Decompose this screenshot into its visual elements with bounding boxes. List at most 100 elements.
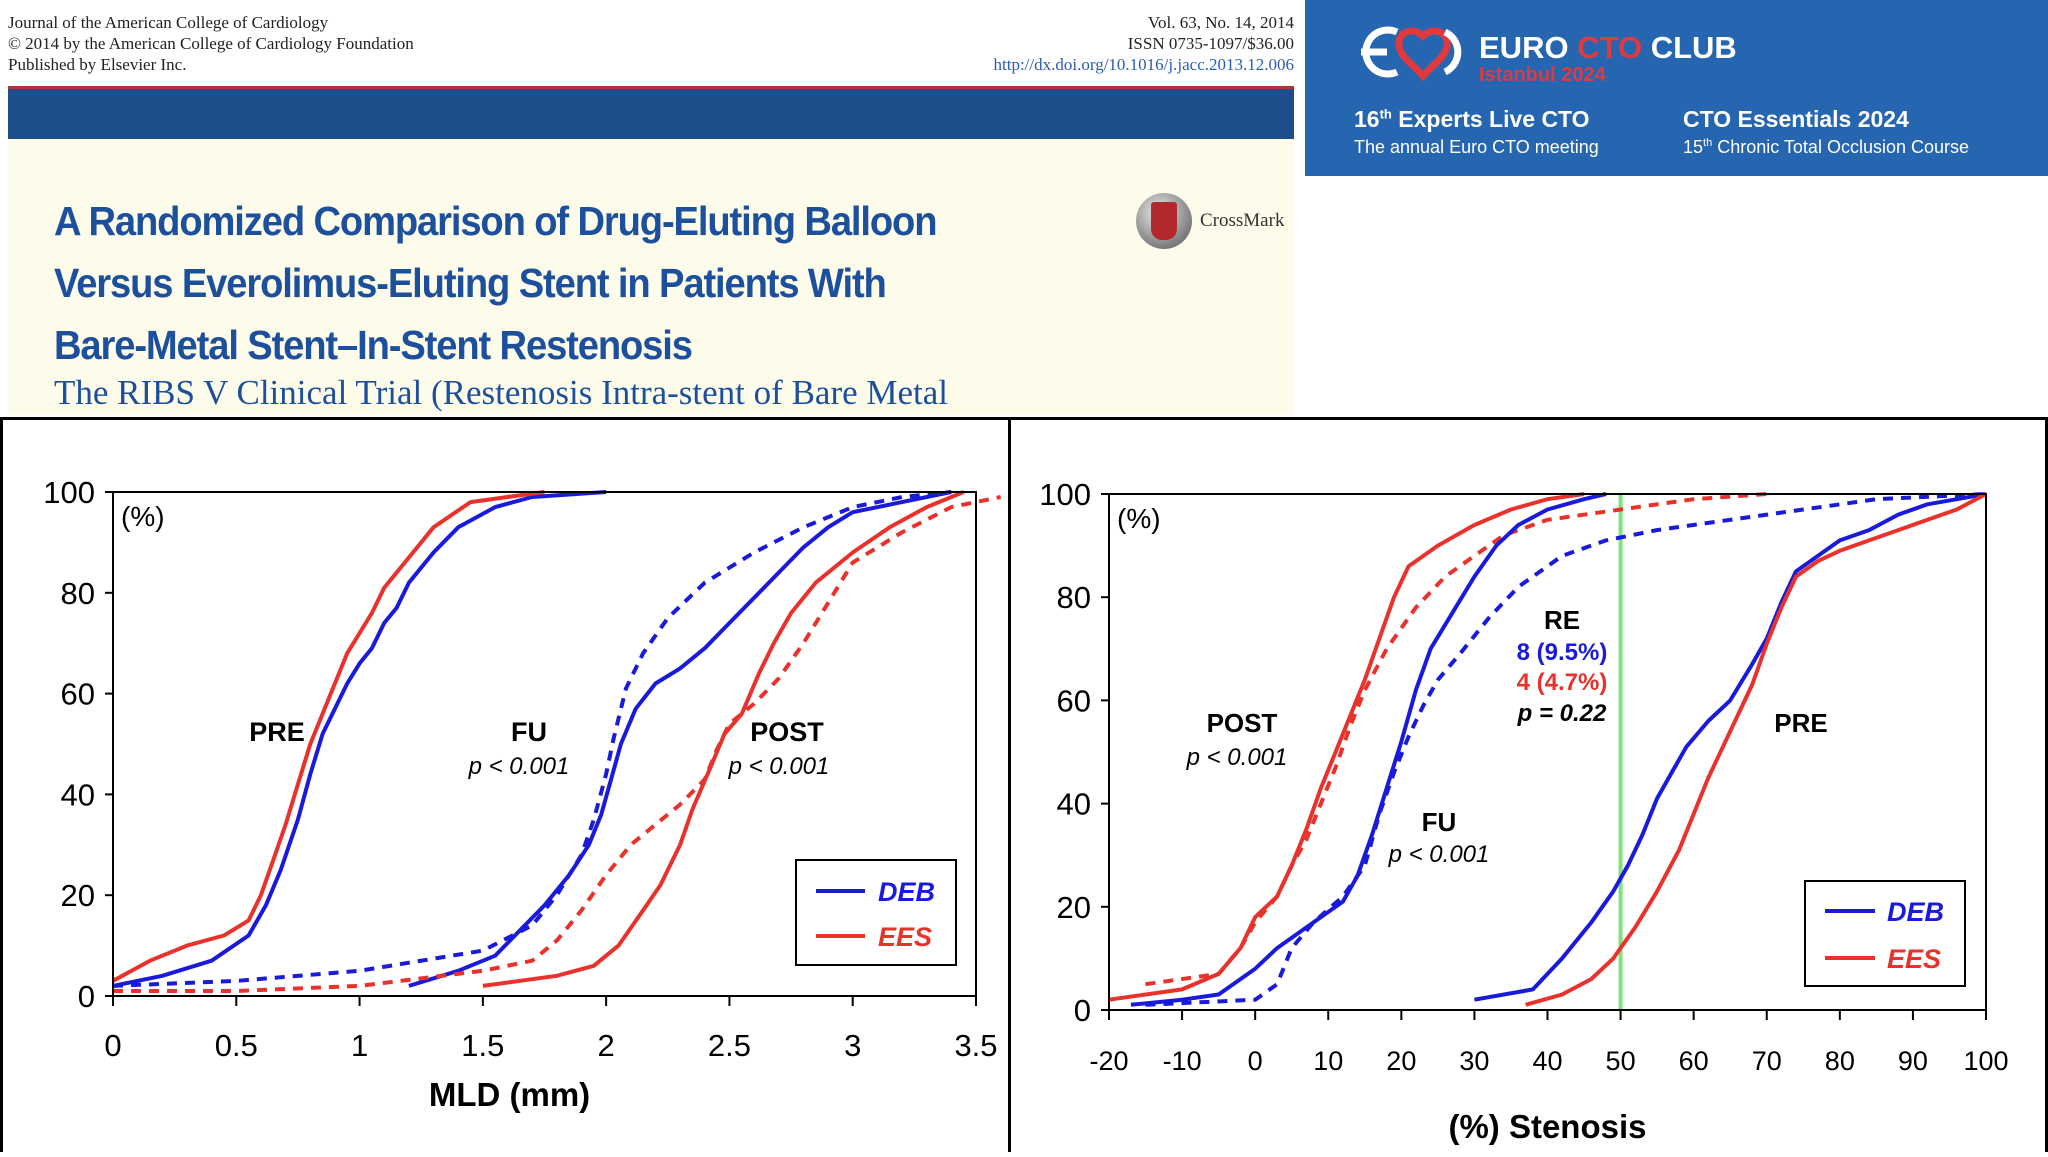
crossmark-badge[interactable]: CrossMark (1136, 193, 1284, 249)
annotation-fu-pvalue: p < 0.001 (1388, 841, 1490, 868)
header-divider (8, 86, 1294, 89)
x-tick-label: 70 (1752, 1046, 1782, 1076)
x-tick-label: 50 (1606, 1046, 1636, 1076)
annotation-re-pvalue: p = 0.22 (1517, 700, 1607, 727)
event1-title: 16th Experts Live CTO (1354, 106, 1590, 133)
stenosis-chart-panel: 0 20 40 60 80 100 -20 -10 0 10 20 30 40 50 60 70 80 90 100… (1011, 417, 2048, 1152)
crossmark-icon (1136, 193, 1192, 249)
club-name: EURO CTO CLUB (1479, 30, 1737, 66)
x-tick-label: 2.5 (708, 1028, 751, 1063)
x-tick-label: 100 (1963, 1046, 2008, 1076)
y-tick-label: 40 (61, 777, 95, 812)
annotation-re: RE (1544, 605, 1580, 635)
x-tick-label: -10 (1163, 1046, 1202, 1076)
title-line: Versus Everolimus-Eluting Stent in Patie… (54, 260, 887, 306)
title-line: Bare-Metal Stent–In-Stent Restenosis (54, 322, 693, 368)
x-tick-label: 1 (351, 1028, 368, 1063)
club-name-cto: CTO (1577, 30, 1643, 65)
journal-info: Journal of the American College of Cardi… (8, 12, 414, 75)
y-tick-label: 40 (1057, 787, 1091, 822)
journal-header: Journal of the American College of Cardi… (0, 0, 1300, 420)
doi-link[interactable]: http://dx.doi.org/10.1016/j.jacc.2013.12… (993, 55, 1294, 74)
annotation-pre: PRE (249, 717, 305, 747)
x-tick-label: 20 (1386, 1046, 1416, 1076)
event2-subtitle-rest: Chronic Total Occlusion Course (1712, 137, 1969, 157)
series-line (1145, 492, 1767, 987)
y-tick-label: 0 (78, 979, 95, 1014)
event1-number: 16 (1354, 106, 1380, 132)
annotation-fu: FU (1422, 807, 1457, 837)
annotation-pre: PRE (1774, 708, 1827, 738)
x-tick-label: 60 (1679, 1046, 1709, 1076)
article-title: A Randomized Comparison of Drug-Eluting … (54, 190, 984, 376)
annotation-post-pvalue: p < 0.001 (1186, 744, 1288, 771)
header-bar (8, 89, 1294, 139)
x-tick-label: 80 (1825, 1046, 1855, 1076)
mld-chart: 0 20 40 60 80 100 0 0.5 1 1.5 2 2.5 3 3.5 (%) MLD (mm… (43, 475, 1002, 1113)
x-tick-label: 3 (844, 1028, 861, 1063)
y-tick-label: 80 (61, 576, 95, 611)
volume: Vol. 63, No. 14, 2014 (1147, 13, 1294, 32)
series-line (1145, 492, 1987, 1007)
legend-deb-label: DEB (878, 877, 935, 907)
legend-deb-label: DEB (1887, 897, 1944, 927)
annotation-post: POST (750, 717, 824, 747)
y-tick-label: 60 (1057, 683, 1091, 718)
event2-title: CTO Essentials 2024 (1683, 106, 1909, 132)
event2-number: 15 (1683, 137, 1704, 157)
y-tick-label: 20 (1057, 890, 1091, 925)
y-unit-label: (%) (121, 501, 165, 532)
club-name-euro: EURO (1479, 30, 1569, 65)
journal-meta: Vol. 63, No. 14, 2014 ISSN 0735-1097/$36… (994, 12, 1294, 75)
y-tick-label: 60 (61, 677, 95, 712)
legend: DEB EES (795, 859, 957, 966)
annotation-fu: FU (511, 717, 547, 747)
y-tick-label: 100 (43, 475, 95, 510)
series-line (1108, 492, 1585, 1002)
event1-sup: th (1379, 106, 1392, 122)
series-line (112, 490, 607, 988)
annotation-post: POST (1207, 708, 1278, 738)
y-tick-label: 20 (61, 878, 95, 913)
title-line: A Randomized Comparison of Drug-Eluting … (54, 198, 938, 244)
annotation-post-pvalue: p < 0.001 (728, 753, 830, 780)
x-tick-label: 90 (1898, 1046, 1928, 1076)
club-name-club: CLUB (1650, 30, 1737, 65)
journal-info-line: Published by Elsevier Inc. (8, 55, 187, 74)
issn: ISSN 0735-1097/$36.00 (1127, 34, 1294, 53)
legend-ees-label: EES (1887, 944, 1941, 974)
x-tick-label: 2 (598, 1028, 615, 1063)
x-tick-label: 10 (1313, 1046, 1343, 1076)
x-tick-label: 0 (104, 1028, 121, 1063)
y-unit-label: (%) (1117, 503, 1161, 534)
crossmark-label: CrossMark (1200, 210, 1285, 231)
stenosis-chart: 0 20 40 60 80 100 -20 -10 0 10 20 30 40 50 60 70 80 90 100… (1039, 477, 2008, 1145)
journal-info-line: © 2014 by the American College of Cardio… (8, 34, 414, 53)
series-line (112, 490, 545, 983)
legend-ees-label: EES (878, 922, 932, 952)
heart-ec-logo-icon (1361, 26, 1462, 82)
series-line (482, 490, 965, 988)
x-tick-label: 40 (1532, 1046, 1562, 1076)
series-line (112, 490, 952, 988)
x-axis-label: MLD (mm) (429, 1076, 590, 1113)
annotation-re-deb: 8 (9.5%) (1517, 639, 1608, 666)
x-tick-label: 1.5 (461, 1028, 504, 1063)
annotation-re-ees: 4 (4.7%) (1517, 669, 1608, 696)
y-tick-label: 100 (1039, 477, 1091, 512)
series-line (113, 495, 1002, 993)
x-tick-label: 3.5 (954, 1028, 997, 1063)
x-tick-label: 0.5 (215, 1028, 258, 1063)
club-location: Istanbul 2024 (1479, 64, 1606, 86)
euro-cto-banner: EURO CTO CLUB Istanbul 2024 16th Experts… (1305, 0, 2048, 176)
event2-subtitle: 15th Chronic Total Occlusion Course (1683, 137, 1969, 158)
title-background (8, 139, 1294, 415)
x-tick-label: -20 (1089, 1046, 1128, 1076)
series-line (1525, 492, 1987, 1007)
annotation-fu-pvalue: p < 0.001 (468, 753, 570, 780)
x-axis-label: (%) Stenosis (1448, 1108, 1646, 1145)
event2-sup: th (1703, 137, 1713, 149)
event1-subtitle: The annual Euro CTO meeting (1354, 137, 1599, 157)
y-tick-label: 80 (1057, 580, 1091, 615)
series-line (408, 490, 952, 988)
